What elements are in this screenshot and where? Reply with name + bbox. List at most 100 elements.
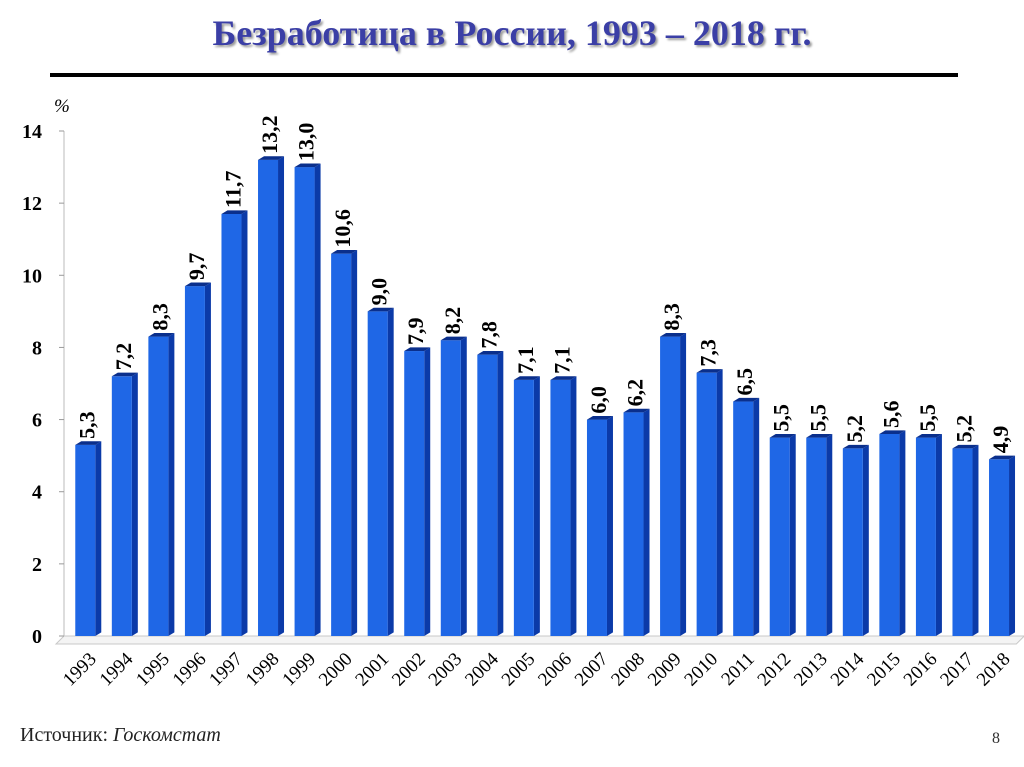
bar-side-face: [241, 210, 248, 636]
x-tick-label: 2001: [351, 649, 393, 691]
bar-top-face: [660, 333, 687, 337]
x-tick-label: 1997: [205, 649, 247, 691]
bar-side-face: [643, 408, 650, 636]
bar-side-face: [606, 415, 613, 636]
data-label: 7,9: [403, 318, 428, 346]
bar-top-face: [879, 430, 906, 434]
bar-side-face: [95, 441, 102, 636]
bar-top-face: [952, 444, 979, 449]
bar-front-face: [111, 376, 132, 636]
bar-front-face: [440, 340, 461, 636]
bar-front-face: [75, 444, 96, 636]
bar-side-face: [1009, 455, 1016, 636]
x-tick-label: 2005: [498, 649, 540, 691]
x-tick-label: 1998: [242, 649, 284, 691]
bar-2000: [331, 250, 358, 637]
bar-top-face: [148, 333, 175, 337]
y-tick-label: 6: [32, 410, 42, 432]
y-tick-label: 4: [32, 482, 42, 504]
bar-top-face: [623, 408, 650, 413]
bar-top-face: [989, 455, 1016, 460]
bar-front-face: [733, 401, 754, 636]
bar-front-face: [404, 351, 425, 636]
data-label: 8,2: [440, 307, 465, 335]
bar-top-face: [258, 156, 285, 160]
y-tick-label: 14: [22, 121, 42, 143]
bar-1996: [184, 282, 211, 636]
bar-side-face: [278, 156, 285, 636]
bar-1995: [148, 333, 175, 636]
bar-side-face: [314, 163, 321, 636]
source-name: Госкомстат: [113, 724, 221, 746]
data-label: 7,2: [111, 343, 136, 371]
x-tick-label: 1996: [169, 649, 211, 691]
bar-2017: [952, 444, 979, 636]
bar-side-face: [570, 376, 577, 636]
bar-top-face: [586, 415, 613, 420]
bar-front-face: [623, 412, 644, 636]
bar-top-face: [331, 250, 358, 254]
bar-front-face: [842, 448, 863, 636]
data-labels: 5,3 7,2 8,3 9,7 11,7 13,2 13,0 10,6 9,0 7,9 8,2 7,8…: [74, 115, 1013, 453]
bar-front-face: [879, 434, 900, 636]
y-axis-unit-label: %: [54, 96, 70, 117]
data-label: 5,6: [878, 401, 903, 429]
bar-front-face: [769, 437, 790, 636]
bar-top-face: [440, 336, 467, 341]
x-tick-label: 2006: [534, 649, 576, 691]
bar-front-face: [660, 336, 681, 636]
x-axis-ticks: 1993199419951996199719981999200020012002…: [59, 648, 1014, 690]
bar-top-face: [733, 397, 760, 402]
bar-top-face: [294, 163, 321, 168]
bar-top-face: [513, 376, 540, 380]
bar-front-face: [989, 459, 1010, 636]
data-label: 5,5: [769, 404, 794, 432]
bar-side-face: [204, 282, 211, 636]
bar-side-face: [899, 430, 906, 636]
bar-front-face: [258, 159, 279, 636]
x-tick-label: 2002: [388, 649, 430, 691]
bar-front-face: [696, 372, 717, 636]
y-tick-label: 0: [32, 626, 42, 648]
x-tick-label: 1994: [96, 648, 138, 690]
bar-2001: [367, 307, 394, 636]
data-label: 9,0: [367, 278, 392, 306]
data-label: 5,5: [915, 404, 940, 432]
bar-2008: [623, 408, 650, 636]
bar-1994: [111, 372, 138, 636]
bar-side-face: [716, 369, 723, 636]
bar-side-face: [497, 351, 504, 636]
data-label: 5,3: [74, 411, 99, 439]
x-tick-label: 2009: [644, 649, 686, 691]
bar-front-face: [221, 213, 242, 636]
bar-front-face: [184, 286, 205, 636]
bar-top-face: [477, 351, 504, 355]
bar-2009: [660, 333, 687, 636]
bar-top-face: [915, 434, 942, 438]
bar-top-face: [769, 434, 796, 438]
bar-front-face: [513, 379, 534, 636]
bar-side-face: [168, 333, 175, 636]
x-tick-label: 1995: [132, 649, 174, 691]
slide-title: Безработица в России, 1993 – 2018 гг.: [212, 13, 812, 53]
y-axis-ticks: 0 2 4 6 8 10 12 14: [22, 121, 64, 648]
bar-2010: [696, 369, 723, 636]
bar-top-face: [696, 369, 723, 373]
bar-front-face: [806, 437, 827, 636]
bar-side-face: [131, 372, 138, 636]
bar-top-face: [111, 372, 138, 377]
x-tick-label: 2004: [461, 648, 503, 690]
data-label: 7,8: [476, 321, 501, 349]
data-label: 5,5: [805, 404, 830, 432]
data-label: 13,2: [257, 115, 282, 154]
source-note: Источник: Госкомстат: [20, 724, 221, 747]
bar-side-face: [533, 376, 540, 636]
bar-1993: [75, 441, 102, 636]
data-label: 8,3: [147, 303, 172, 331]
bar-top-face: [404, 347, 431, 352]
bar-2003: [440, 336, 467, 636]
bar-side-face: [753, 397, 760, 636]
data-label: 7,3: [696, 339, 721, 367]
x-tick-label: 2011: [717, 649, 758, 690]
bar-2016: [915, 434, 942, 636]
